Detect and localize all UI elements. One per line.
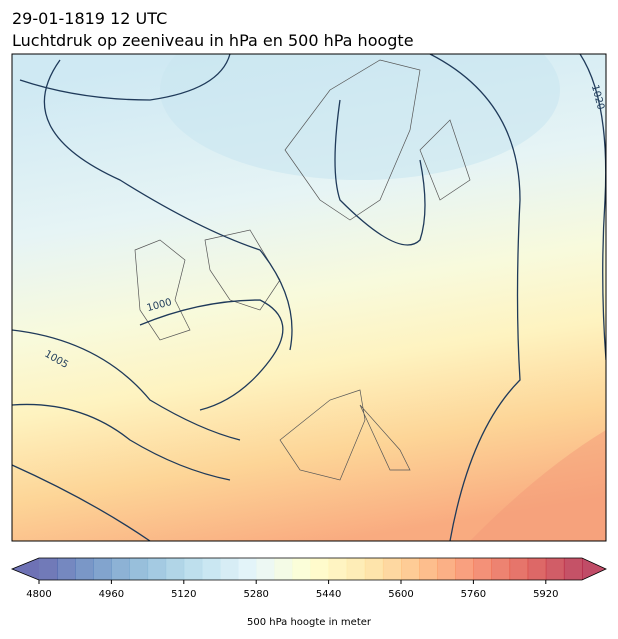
colorbar-bin — [274, 558, 293, 580]
colorbar-bin — [75, 558, 94, 580]
colorbar-bin — [93, 558, 112, 580]
colorbar-bin — [545, 558, 565, 580]
colorbar-bin — [292, 558, 311, 580]
colorbar-bin — [310, 558, 330, 580]
colorbar-bin — [491, 558, 511, 580]
colorbar-tick-label: 5440 — [316, 589, 341, 600]
colorbar-bin — [401, 558, 420, 580]
colorbar-bin — [328, 558, 348, 580]
map: 1000 1005 1020 — [12, 54, 606, 541]
isobar — [19, 54, 231, 101]
isobar — [579, 54, 606, 361]
colorbar-extend — [12, 558, 39, 580]
colorbar-bin — [473, 558, 492, 580]
colorbar-bin — [346, 558, 366, 580]
colorbar-tick-label: 5600 — [388, 589, 413, 600]
isobar — [139, 299, 284, 411]
colorbar-tick-label: 4800 — [26, 589, 51, 600]
colorbar-bin — [437, 558, 456, 580]
colorbar-tick-label: 4960 — [99, 589, 124, 600]
colorbar-tick-label: 5120 — [171, 589, 196, 600]
isobar — [334, 99, 426, 246]
height-field — [470, 430, 606, 541]
colorbar-bin — [419, 558, 438, 580]
map-frame — [11, 53, 607, 542]
colorbar-tick-label: 5760 — [461, 589, 486, 600]
isobar — [12, 403, 231, 481]
isobar — [429, 54, 521, 541]
isobar — [12, 329, 241, 441]
colorbar-bin — [129, 558, 149, 580]
colorbar-tick-label: 5280 — [243, 589, 268, 600]
colorbar-label: 500 hPa hoogte in meter — [247, 617, 372, 628]
isobar — [12, 464, 151, 541]
colorbar-bin — [238, 558, 257, 580]
title: Luchtdruk op zeeniveau in hPa en 500 hPa… — [12, 31, 414, 50]
colorbar: 4800 4960 5120 5280 5440 5600 5760 5920 — [10, 557, 607, 600]
coastline — [134, 59, 471, 481]
colorbar-tick-label: 5920 — [533, 589, 558, 600]
colorbar-bin — [220, 558, 239, 580]
colorbar-bin — [455, 558, 474, 580]
colorbar-bin — [57, 558, 76, 580]
colorbar-bin — [527, 558, 547, 580]
colorbar-bin — [364, 558, 384, 580]
date: 29-01-1819 12 UTC — [12, 9, 167, 28]
colorbar-bin — [183, 558, 203, 580]
colorbar-bin — [39, 558, 58, 580]
colorbar-bin — [165, 558, 185, 580]
colorbar-bin — [147, 558, 167, 580]
colorbar-bin — [382, 558, 402, 580]
colorbar-frame — [10, 557, 607, 581]
colorbar-bin — [256, 558, 275, 580]
colorbar-bin — [201, 558, 221, 580]
isobar — [43, 59, 293, 351]
colorbar-bin — [111, 558, 130, 580]
colorbar-bin — [509, 558, 529, 580]
colorbar-bin — [563, 558, 583, 580]
height-field — [160, 54, 560, 180]
colorbar-extend — [582, 558, 606, 580]
